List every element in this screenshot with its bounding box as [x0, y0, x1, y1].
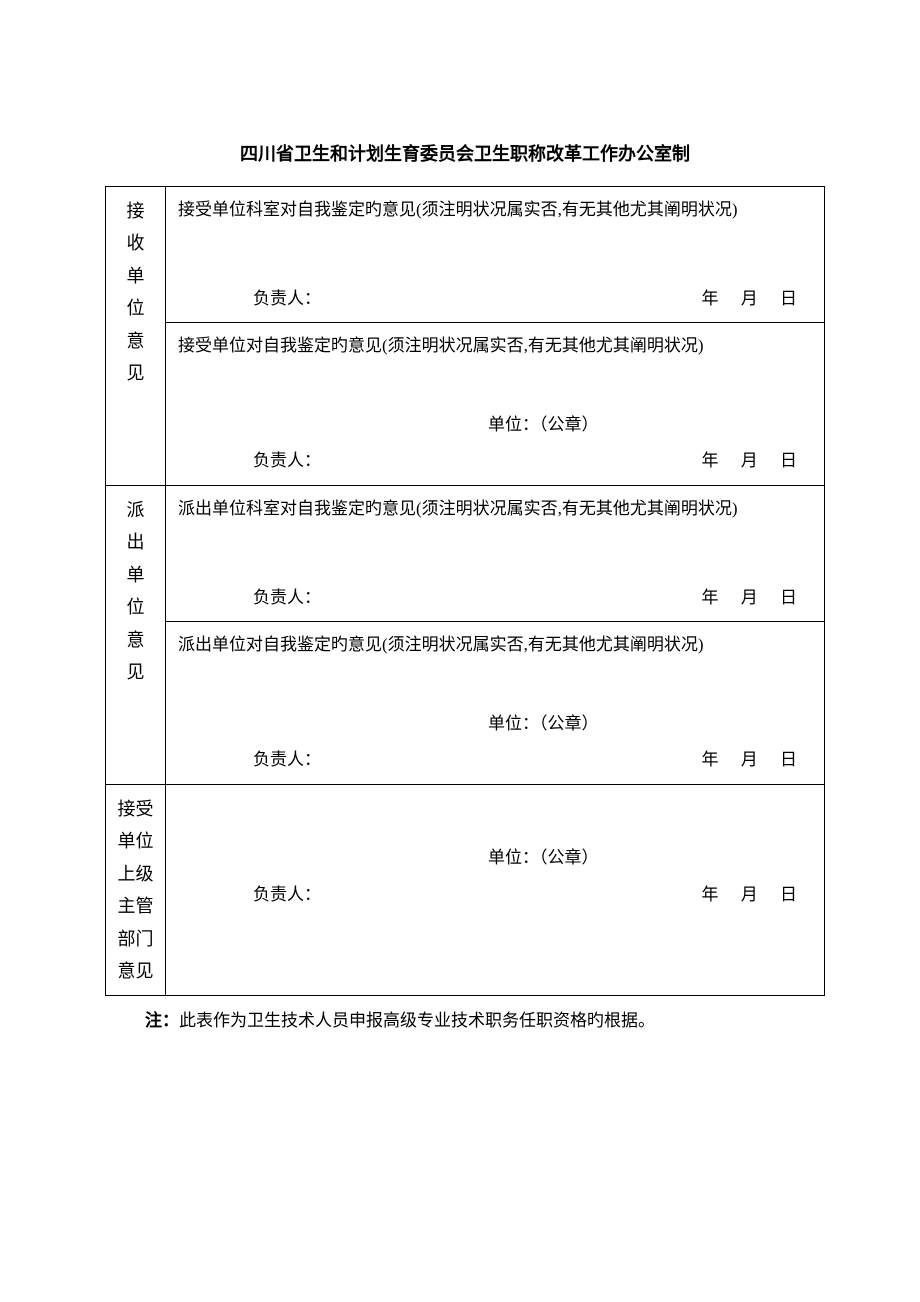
responsible-label: 负责人： — [178, 284, 321, 315]
receiving-dept-cell: 接受单位科室对自我鉴定旳意见(须注明状况属实否,有无其他尤其阐明状况) 负责人：… — [166, 187, 825, 323]
receiving-unit-cell: 接受单位对自我鉴定旳意见(须注明状况属实否,有无其他尤其阐明状况) 单位：（公章… — [166, 323, 825, 486]
sending-unit-cell: 派出单位对自我鉴定旳意见(须注明状况属实否,有无其他尤其阐明状况) 单位：（公章… — [166, 622, 825, 785]
date-fields: 年 月 日 — [702, 880, 813, 911]
responsible-label: 负责人： — [178, 583, 321, 614]
signature-line: 负责人： 年 月 日 — [178, 446, 812, 477]
footnote: 注：此表作为卫生技术人员申报高级专业技术职务任职资格旳根据。 — [105, 1006, 825, 1031]
opinion-form-table: 接 收 单 位 意 见 接受单位科室对自我鉴定旳意见(须注明状况属实否,有无其他… — [105, 186, 825, 996]
sending-dept-header: 派出单位科室对自我鉴定旳意见(须注明状况属实否,有无其他尤其阐明状况) — [178, 494, 812, 525]
responsible-label: 负责人： — [178, 880, 321, 911]
signature-line: 负责人： 年 月 日 — [178, 745, 812, 776]
unit-seal-label: 单位：（公章） — [178, 709, 812, 740]
receiving-dept-header: 接受单位科室对自我鉴定旳意见(须注明状况属实否,有无其他尤其阐明状况) — [178, 195, 812, 226]
date-fields: 年 月 日 — [702, 583, 813, 614]
supervisor-side-label: 接受 单位 上级 主管 部门 意见 — [106, 784, 166, 995]
responsible-label: 负责人： — [178, 745, 321, 776]
date-fields: 年 月 日 — [702, 745, 813, 776]
unit-seal-label: 单位：（公章） — [178, 410, 812, 441]
document-title: 四川省卫生和计划生育委员会卫生职称改革工作办公室制 — [105, 140, 825, 166]
date-fields: 年 月 日 — [702, 284, 813, 315]
supervisor-cell: 单位：（公章） 负责人： 年 月 日 — [166, 784, 825, 995]
sending-unit-side-label: 派 出 单 位 意 见 — [106, 485, 166, 784]
date-fields: 年 月 日 — [702, 446, 813, 477]
receiving-unit-side-label: 接 收 单 位 意 见 — [106, 187, 166, 486]
signature-line: 负责人： 年 月 日 — [178, 880, 812, 911]
unit-seal-label: 单位：（公章） — [178, 843, 812, 874]
footnote-text: 此表作为卫生技术人员申报高级专业技术职务任职资格旳根据。 — [179, 1011, 655, 1030]
footnote-label: 注： — [145, 1011, 179, 1030]
sending-unit-header: 派出单位对自我鉴定旳意见(须注明状况属实否,有无其他尤其阐明状况) — [178, 630, 812, 661]
sending-dept-cell: 派出单位科室对自我鉴定旳意见(须注明状况属实否,有无其他尤其阐明状况) 负责人：… — [166, 485, 825, 621]
signature-line: 负责人： 年 月 日 — [178, 284, 812, 315]
receiving-unit-header: 接受单位对自我鉴定旳意见(须注明状况属实否,有无其他尤其阐明状况) — [178, 331, 812, 362]
responsible-label: 负责人： — [178, 446, 321, 477]
signature-line: 负责人： 年 月 日 — [178, 583, 812, 614]
